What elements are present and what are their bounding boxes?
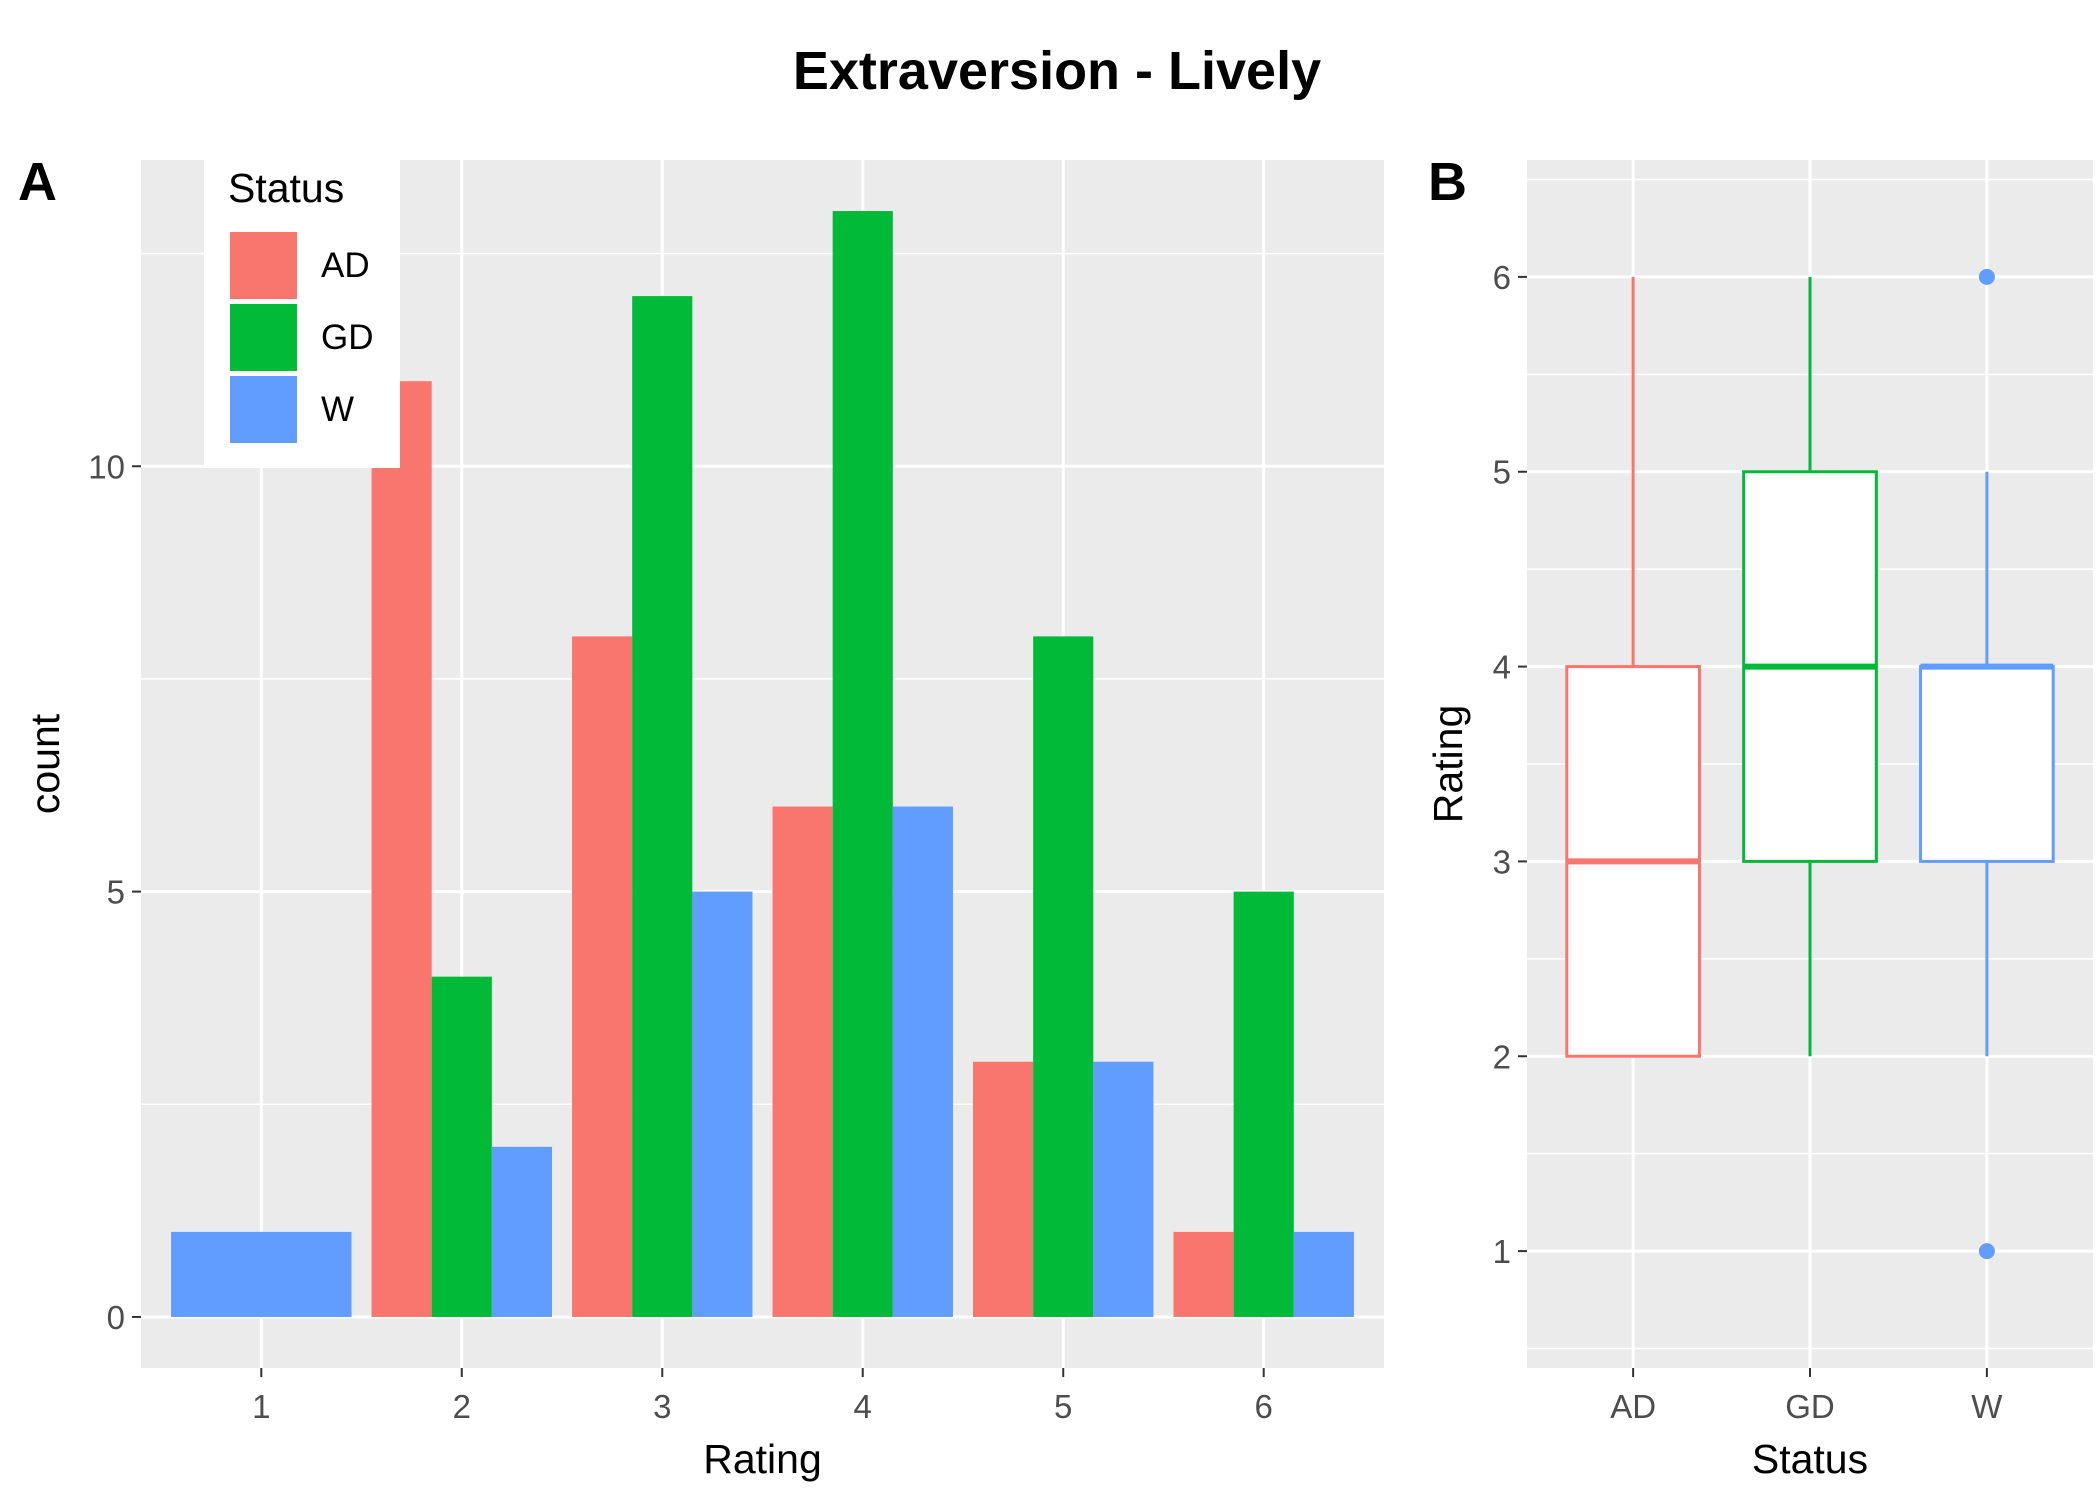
bar-GD-5	[1033, 636, 1094, 1317]
boxplot-y-axis-title: Rating	[1425, 705, 1471, 824]
histogram-panel: 0 5 10 1 2 3 4 5 6 Rating count Status AD GD W	[22, 160, 1384, 1482]
x-tick-label: 3	[653, 1388, 671, 1425]
y-tick-label: 2	[1493, 1038, 1511, 1075]
x-tick-label: 2	[453, 1388, 471, 1425]
outlier-point	[1978, 1243, 1995, 1260]
bar-W-3	[692, 891, 753, 1317]
box-body	[1919, 665, 2055, 863]
legend-key-GD	[230, 304, 297, 371]
bar-GD-4	[832, 211, 893, 1317]
bar-W-2	[491, 1146, 552, 1317]
boxplot-boxes	[1565, 268, 2055, 1260]
bar-GD-2	[431, 976, 492, 1317]
bar-AD-2	[371, 381, 432, 1317]
bar-W-1	[171, 1231, 352, 1317]
y-tick-label: 0	[107, 1299, 125, 1336]
boxplot-ticks: 1 2 3 4 5 6 AD GD W	[1493, 259, 2004, 1425]
legend-key-AD	[230, 232, 297, 299]
panel-b-tag: B	[1428, 152, 1467, 212]
bar-AD-3	[572, 636, 633, 1317]
x-tick-label: AD	[1610, 1388, 1656, 1425]
bar-GD-3	[632, 296, 693, 1317]
x-tick-label: 4	[854, 1388, 872, 1425]
histogram-y-axis-title: count	[22, 713, 68, 814]
legend: Status AD GD W	[204, 160, 400, 468]
x-tick-label: W	[1971, 1388, 2003, 1425]
y-tick-label: 6	[1493, 259, 1511, 296]
y-tick-label: 10	[88, 448, 125, 485]
box-AD	[1565, 276, 1701, 1058]
legend-title: Status	[228, 165, 344, 211]
histogram-x-axis-title: Rating	[703, 1436, 822, 1482]
bar-AD-6	[1173, 1231, 1234, 1317]
y-tick-label: 1	[1493, 1233, 1511, 1270]
bar-GD-6	[1233, 891, 1294, 1317]
x-tick-label: GD	[1785, 1388, 1835, 1425]
box-GD	[1742, 276, 1878, 1057]
y-tick-label: 4	[1493, 649, 1511, 686]
histogram-bars	[171, 211, 1354, 1317]
legend-label-W: W	[321, 390, 354, 429]
legend-items: AD GD W	[230, 232, 374, 443]
histogram-ticks: 0 5 10 1 2 3 4 5 6	[88, 448, 1273, 1425]
boxplot-x-axis-title: Status	[1752, 1436, 1868, 1482]
x-tick-label: 6	[1255, 1388, 1273, 1425]
legend-label-GD: GD	[321, 318, 374, 357]
chart-title: Extraversion - Lively	[793, 41, 1321, 101]
y-tick-label: 5	[107, 874, 125, 911]
x-tick-label: 1	[252, 1388, 270, 1425]
legend-key-W	[230, 376, 297, 443]
bar-W-4	[892, 806, 953, 1317]
y-tick-label: 5	[1493, 454, 1511, 491]
bar-AD-5	[973, 1061, 1034, 1317]
y-tick-label: 3	[1493, 843, 1511, 880]
panel-a-tag: A	[18, 152, 57, 212]
x-tick-label: 5	[1054, 1388, 1072, 1425]
bar-AD-4	[772, 806, 833, 1317]
bar-W-5	[1093, 1061, 1154, 1317]
box-W	[1919, 268, 2055, 1260]
legend-label-AD: AD	[321, 246, 370, 285]
outlier-point	[1978, 268, 1995, 285]
bar-W-6	[1293, 1231, 1354, 1317]
boxplot-panel: 1 2 3 4 5 6 AD GD W Status Rating	[1425, 160, 2093, 1482]
